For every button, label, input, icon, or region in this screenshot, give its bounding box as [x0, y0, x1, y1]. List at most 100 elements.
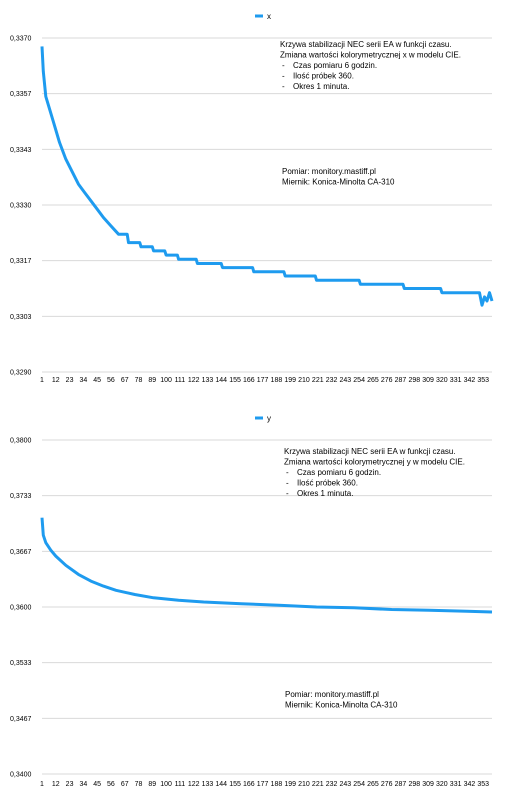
x-tick-label: 166: [243, 377, 255, 384]
x-tick-label: 34: [79, 781, 87, 788]
x-tick-label: 122: [188, 377, 200, 384]
x-tick-label: 1: [40, 377, 44, 384]
x-tick-label: 56: [107, 781, 115, 788]
x-tick-label: 155: [229, 377, 241, 384]
x-tick-label: 78: [135, 377, 143, 384]
legend-label: x: [267, 12, 271, 21]
x-tick-label: 177: [257, 377, 269, 384]
x-tick-label: 287: [395, 377, 407, 384]
x-tick-label: 298: [408, 781, 420, 788]
legend-label: y: [267, 414, 271, 423]
y-tick-label: 0,3330: [10, 203, 32, 210]
source-line: Pomiar: monitory.mastiff.pl: [285, 690, 379, 699]
x-tick-label: 56: [107, 377, 115, 384]
x-tick-label: 133: [202, 781, 214, 788]
x-tick-label: 45: [93, 377, 101, 384]
annotation-bullet: Okres 1 minuta.: [293, 82, 349, 91]
annotation-bullet-marker: -: [286, 479, 289, 488]
y-tick-label: 0,3343: [10, 147, 32, 154]
x-tick-label: 309: [422, 781, 434, 788]
x-tick-label: 133: [202, 377, 214, 384]
x-tick-label: 254: [353, 781, 365, 788]
x-tick-label: 320: [436, 377, 448, 384]
x-tick-label: 342: [464, 781, 476, 788]
x-tick-label: 155: [229, 781, 241, 788]
source-line: Miernik: Konica-Minolta CA-310: [282, 178, 395, 187]
chart-y: 0,3800 0,3733 0,3667 0,3600 0,3533 0,3467 0,34…: [10, 414, 493, 788]
x-tick-label: 199: [284, 781, 296, 788]
x-tick-label: 276: [381, 377, 393, 384]
annotation-bullet-marker: -: [286, 489, 289, 498]
annotation-bullet: Czas pomiaru 6 godzin.: [293, 61, 377, 70]
x-tick-label: 221: [312, 781, 324, 788]
y-tick-label: 0,3357: [10, 91, 32, 98]
x-tick-label: 254: [353, 377, 365, 384]
x-tick-label: 232: [326, 781, 338, 788]
annotation-bullet: Okres 1 minuta.: [297, 489, 353, 498]
x-tick-label: 23: [66, 377, 74, 384]
x-tick-label: 100: [160, 377, 172, 384]
annotation-bullet-marker: -: [282, 82, 285, 91]
x-tick-label: 122: [188, 781, 200, 788]
x-tick-label: 67: [121, 781, 129, 788]
x-tick-label: 188: [271, 377, 283, 384]
annotation-line: Zmiana wartości kolorymetrycznej y w mod…: [284, 458, 465, 467]
annotation-bullet: Ilość próbek 360.: [293, 72, 354, 81]
x-tick-label: 144: [215, 377, 227, 384]
annotation-bullet-marker: -: [286, 468, 289, 477]
x-tick-label: 23: [66, 781, 74, 788]
x-tick-label: 12: [52, 781, 60, 788]
x-tick-label: 221: [312, 377, 324, 384]
x-tick-label: 232: [326, 377, 338, 384]
x-tick-label: 199: [284, 377, 296, 384]
x-tick-label: 89: [148, 377, 156, 384]
x-tick-label: 320: [436, 781, 448, 788]
y-tick-label: 0,3303: [10, 314, 32, 321]
source-line: Pomiar: monitory.mastiff.pl: [282, 167, 376, 176]
x-tick-label: 12: [52, 377, 60, 384]
x-tick-label: 89: [148, 781, 156, 788]
annotation-bullet-marker: -: [282, 72, 285, 81]
x-tick-label: 111: [175, 377, 186, 384]
annotation-bullet: Czas pomiaru 6 godzin.: [297, 468, 381, 477]
x-tick-label: 1: [40, 781, 44, 788]
x-tick-label: 287: [395, 781, 407, 788]
x-tick-label: 166: [243, 781, 255, 788]
x-tick-label: 78: [135, 781, 143, 788]
y-tick-label: 0,3467: [10, 716, 32, 723]
y-tick-label: 0,3400: [10, 772, 32, 779]
x-tick-label: 309: [422, 377, 434, 384]
annotation-line: Zmiana wartości kolorymetrycznej x w mod…: [280, 51, 461, 60]
x-tick-label: 331: [450, 377, 462, 384]
x-tick-label: 100: [160, 781, 172, 788]
y-tick-label: 0,3600: [10, 605, 32, 612]
x-tick-label: 265: [367, 377, 379, 384]
y-tick-label: 0,3290: [10, 370, 32, 377]
x-tick-label: 243: [339, 377, 351, 384]
x-tick-label: 67: [121, 377, 129, 384]
chart-x: 0,3370 0,3357 0,3343 0,3330 0,3317 0,3303 0,32…: [10, 12, 494, 384]
x-tick-label: 298: [408, 377, 420, 384]
y-tick-label: 0,3317: [10, 258, 32, 265]
x-tick-label: 45: [93, 781, 101, 788]
x-tick-label: 243: [339, 781, 351, 788]
x-tick-label: 111: [175, 781, 186, 788]
x-tick-label: 177: [257, 781, 269, 788]
x-tick-label: 210: [298, 377, 310, 384]
series-line-y: [40, 517, 493, 614]
y-tick-label: 0,3800: [10, 438, 32, 445]
x-tick-label: 342: [464, 377, 476, 384]
x-tick-label: 188: [271, 781, 283, 788]
annotation-bullet: Ilość próbek 360.: [297, 479, 358, 488]
x-tick-label: 276: [381, 781, 393, 788]
source-line: Miernik: Konica-Minolta CA-310: [285, 701, 398, 710]
annotation-line: Krzywa stabilizacji NEC serii EA w funkc…: [284, 447, 456, 456]
y-tick-label: 0,3733: [10, 493, 32, 500]
x-tick-label: 34: [79, 377, 87, 384]
annotation-bullet-marker: -: [282, 61, 285, 70]
x-tick-label: 210: [298, 781, 310, 788]
x-tick-label: 353: [477, 377, 489, 384]
annotation-line: Krzywa stabilizacji NEC serii EA w funkc…: [280, 40, 452, 49]
y-tick-label: 0,3370: [10, 36, 32, 43]
